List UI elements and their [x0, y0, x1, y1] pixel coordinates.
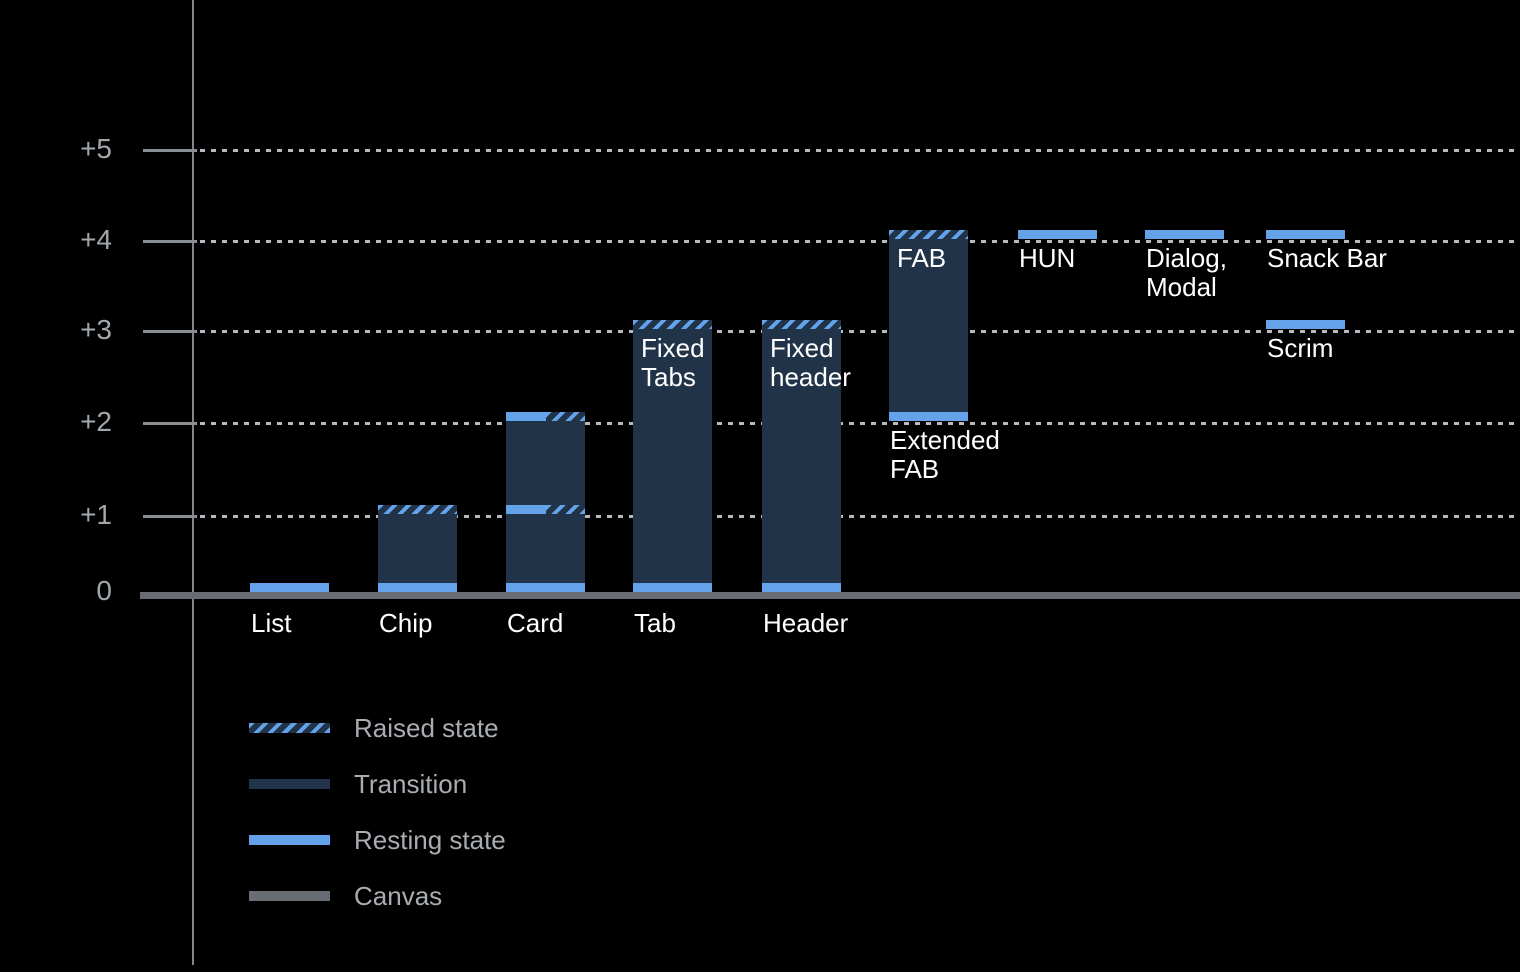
label-snack-bar-under_bar: Snack Bar [1267, 243, 1387, 273]
y-axis-label-0: 0 [96, 575, 112, 606]
legend-label-transition: Transition [354, 769, 468, 799]
legend-swatch-resting [249, 835, 330, 845]
segment-resting [506, 505, 546, 514]
label-header-inside_top: Fixed header [770, 333, 851, 392]
label-chip-below_canvas: Chip [379, 608, 433, 638]
gridline-2 [200, 422, 1520, 425]
label-dialog-modal-under_bar: Dialog, Modal [1146, 243, 1227, 302]
segment-resting [762, 583, 841, 592]
gridline-4 [200, 240, 1520, 243]
segment-resting [1266, 320, 1345, 329]
label-tab-below_canvas: Tab [634, 608, 676, 638]
segment-resting [1145, 230, 1224, 239]
segment-resting [889, 412, 968, 421]
segment-raised [546, 412, 585, 421]
label-tab-inside_top: Fixed Tabs [641, 333, 705, 392]
segment-resting [506, 412, 546, 421]
label-scrim-under_bar: Scrim [1267, 333, 1334, 363]
canvas-baseline [140, 592, 1520, 599]
segment-resting [506, 583, 585, 592]
y-axis-label-5: +5 [80, 133, 112, 164]
segment-transition [506, 514, 585, 583]
segment-transition [378, 514, 457, 583]
label-header-below_canvas: Header [763, 608, 849, 638]
segment-transition [762, 329, 841, 583]
legend-swatch-canvas [249, 891, 330, 901]
segment-resting [1018, 230, 1097, 239]
tick-3 [143, 330, 197, 333]
label-list-below_canvas: List [251, 608, 292, 638]
segment-resting [1266, 230, 1345, 239]
legend-swatch-raised [249, 723, 330, 733]
gridline-3 [200, 330, 1520, 333]
segment-resting [250, 583, 329, 592]
y-axis-label-1: +1 [80, 499, 112, 530]
segment-raised [762, 320, 841, 329]
y-axis-line [192, 0, 194, 965]
y-axis-label-4: +4 [80, 224, 112, 255]
tick-5 [143, 149, 197, 152]
segment-raised [378, 505, 457, 514]
label-fab-under_bar: Extended FAB [890, 425, 1000, 484]
tick-1 [143, 515, 197, 518]
label-hun-under_bar: HUN [1019, 243, 1076, 273]
gridline-1 [200, 515, 1520, 518]
legend-swatch-transition [249, 779, 330, 789]
y-axis-label-3: +3 [80, 314, 112, 345]
segment-transition [506, 421, 585, 505]
tick-4 [143, 240, 197, 243]
y-axis-label-2: +2 [80, 406, 112, 437]
segment-transition [889, 239, 968, 412]
segment-raised [889, 230, 968, 239]
legend-label-resting: Resting state [354, 825, 506, 855]
segment-transition [633, 329, 712, 583]
legend-label-raised: Raised state [354, 713, 499, 743]
tick-2 [143, 422, 197, 425]
label-card-below_canvas: Card [507, 608, 564, 638]
segment-resting [378, 583, 457, 592]
gridline-5 [200, 149, 1520, 152]
legend-label-canvas: Canvas [354, 881, 443, 911]
segment-raised [546, 505, 585, 514]
label-fab-inside_top: FAB [897, 243, 947, 273]
segment-raised [633, 320, 712, 329]
segment-resting [633, 583, 712, 592]
